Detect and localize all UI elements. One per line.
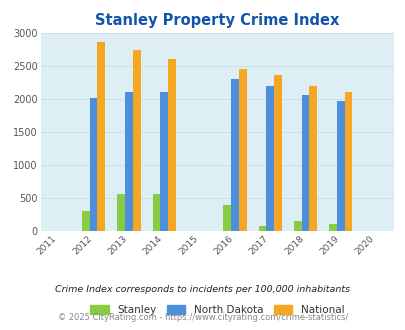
Title: Stanley Property Crime Index: Stanley Property Crime Index <box>95 13 339 28</box>
Bar <box>328 224 336 231</box>
Bar <box>266 86 273 231</box>
Bar <box>273 75 281 231</box>
Bar <box>160 92 168 231</box>
Bar <box>301 95 309 231</box>
Bar <box>82 211 90 231</box>
Bar <box>230 79 238 231</box>
Legend: Stanley, North Dakota, National: Stanley, North Dakota, National <box>85 300 349 320</box>
Text: © 2025 CityRating.com - https://www.cityrating.com/crime-statistics/: © 2025 CityRating.com - https://www.city… <box>58 313 347 322</box>
Bar <box>97 42 105 231</box>
Bar <box>152 194 160 231</box>
Bar <box>344 92 352 231</box>
Bar <box>293 221 301 231</box>
Bar <box>90 98 97 231</box>
Bar <box>238 69 246 231</box>
Bar <box>132 50 140 231</box>
Bar <box>309 86 316 231</box>
Bar <box>336 101 344 231</box>
Bar <box>117 194 125 231</box>
Bar <box>223 205 230 231</box>
Bar <box>258 226 266 231</box>
Bar <box>125 92 132 231</box>
Text: Crime Index corresponds to incidents per 100,000 inhabitants: Crime Index corresponds to incidents per… <box>55 285 350 294</box>
Bar <box>168 59 175 231</box>
